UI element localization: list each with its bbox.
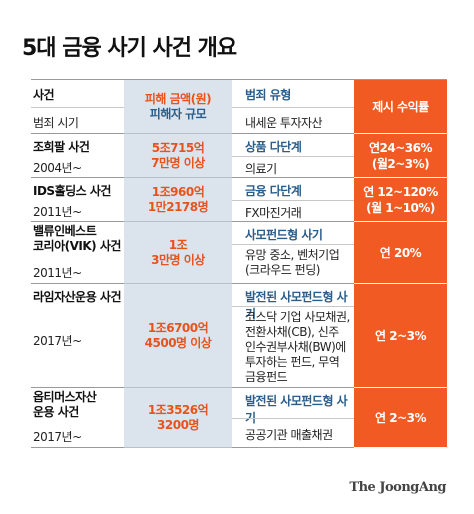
crime-type: 발전된 사모펀드형 사기 [245,394,348,425]
crime-type: 사모펀드형 사기 [245,228,323,242]
header-damage-amount: 피해 금액(원) [144,91,212,106]
header-returns: 제시 수익률 [372,99,429,114]
row-divider [232,244,354,245]
returns-line: 연 12~120% [363,184,438,199]
table-row-damage: 1조3526억 3200명 [124,388,232,448]
case-name-line: 운용 사건 [33,405,79,419]
table-row-type: 상품 다단계 의료기 [232,134,354,178]
header-type-cell: 범죄 유형 내세운 투자자산 [232,80,354,134]
case-name-line: 옵티머스자산 [33,390,97,404]
returns-line: 연24~36% [368,140,433,155]
asset-line: 투자하는 펀드, 무역 [245,355,340,369]
victim-count: 4500명 이상 [144,335,212,350]
table-row-damage: 1조960억 1만2178명 [124,178,232,222]
victim-count: 3200명 [157,417,199,432]
case-year: 2004년~ [33,161,82,175]
header-damage-cell: 피해 금액(원) 피해자 규모 [124,80,232,134]
victim-count: 1만2178명 [147,199,209,214]
header-divider [31,107,124,108]
damage-amount: 1조6700억 [147,320,209,335]
investment-asset: 코스닥 기업 사모채권, 전환사채(CB), 신주 인수권부사채(BW)에 투자… [245,310,350,385]
table-row-type: 금융 다단계 FX마진거래 [232,178,354,222]
asset-line: 유망 중소, 벤처기업 [245,248,340,262]
table-top-rule [31,79,447,80]
header-returns-cell: 제시 수익률 [354,80,447,134]
header-divider [232,107,354,108]
row-divider [232,156,354,157]
asset-line: 금융펀드 [245,370,288,384]
table-row-damage: 1조 3만명 이상 [124,222,232,284]
publisher-credit: The JoongAng [349,480,446,495]
crime-type: 발전된 사모펀드형 사기 [245,290,348,321]
header-period: 범죄 시기 [33,116,79,130]
crime-type: 금융 다단계 [245,184,302,198]
returns-line: (월 1~10%) [366,200,435,215]
investment-asset: FX마진거래 [245,206,302,220]
case-name: 라임자산운용 사건 [33,290,122,304]
case-name: 옵티머스자산 운용 사건 [33,390,97,420]
returns-line: 연 2~3% [375,410,427,425]
header-crime-type: 범죄 유형 [245,88,291,102]
returns-line: 연 2~3% [375,328,427,343]
case-name-line: 밸류인베스트 [33,224,97,238]
header-case: 사건 [33,88,55,102]
table-row-case: 조희팔 사건 2004년~ [31,134,124,178]
case-year: 2011년~ [33,205,82,219]
returns-line: (월2~3%) [371,156,430,171]
header-victims: 피해자 규모 [149,106,207,121]
table-row-type: 사모펀드형 사기 유망 중소, 벤처기업 (크라우드 펀딩) [232,222,354,284]
case-year: 2011년~ [33,266,82,280]
summary-table: 사건 범죄 시기 피해 금액(원) 피해자 규모 범죄 유형 내세운 투자자산 … [31,80,447,448]
damage-amount: 1조 [168,237,188,252]
table-row-returns: 연 2~3% [354,388,447,448]
table-row-returns: 연24~36% (월2~3%) [354,134,447,178]
investment-asset: 공공기관 매출채권 [245,428,333,442]
table-row-type: 발전된 사모펀드형 사기 공공기관 매출채권 [232,388,354,448]
page-title: 5대 금융 사기 사건 개요 [22,36,237,61]
table-row-case: 밸류인베스트 코리아(VIK) 사건 2011년~ [31,222,124,284]
case-year: 2017년~ [33,430,82,444]
table-row-damage: 5조715억 7만명 이상 [124,134,232,178]
damage-amount: 1조3526억 [147,402,209,417]
case-name: 조희팔 사건 [33,140,90,154]
header-case-cell: 사건 범죄 시기 [31,80,124,134]
row-divider [232,200,354,201]
case-name: IDS홀딩스 사건 [33,184,111,198]
table-row-returns: 연 12~120% (월 1~10%) [354,178,447,222]
table-row-case: 라임자산운용 사건 2017년~ [31,284,124,388]
table-row-case: IDS홀딩스 사건 2011년~ [31,178,124,222]
table-row-returns: 연 2~3% [354,284,447,388]
investment-asset: 의료기 [245,162,277,176]
table-row-type: 발전된 사모펀드형 사기 코스닥 기업 사모채권, 전환사채(CB), 신주 인… [232,284,354,388]
asset-line: 코스닥 기업 사모채권, [245,310,350,324]
case-name: 밸류인베스트 코리아(VIK) 사건 [33,224,121,254]
damage-amount: 5조715억 [151,140,205,155]
returns-line: 연 20% [379,245,422,260]
victim-count: 3만명 이상 [151,252,205,267]
victim-count: 7만명 이상 [151,155,205,170]
damage-amount: 1조960억 [151,184,205,199]
asset-line: 인수권부사채(BW)에 [245,340,346,354]
table-row-damage: 1조6700억 4500명 이상 [124,284,232,388]
asset-line: (크라우드 펀딩) [245,263,320,277]
case-name-line: 코리아(VIK) 사건 [33,239,121,253]
row-divider [232,418,354,419]
asset-line: 전환사채(CB), 신주 [245,325,339,339]
investment-asset: 유망 중소, 벤처기업 (크라우드 펀딩) [245,248,340,278]
row-divider [232,306,354,307]
table-row-returns: 연 20% [354,222,447,284]
crime-type: 상품 다단계 [245,140,302,154]
header-details: 내세운 투자자산 [245,116,323,130]
case-year: 2017년~ [33,334,82,348]
table-row-case: 옵티머스자산 운용 사건 2017년~ [31,388,124,448]
